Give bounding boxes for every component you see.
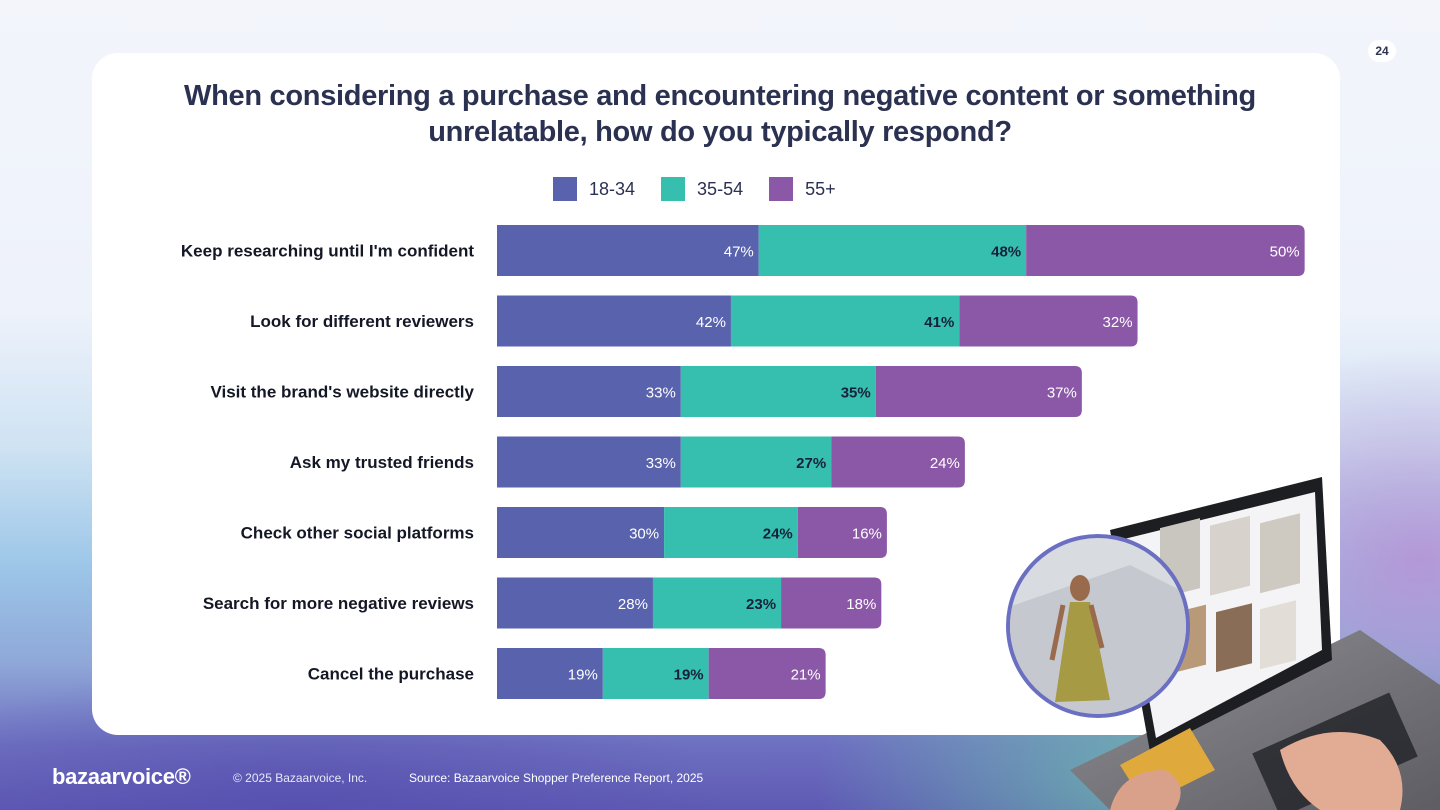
value-label-18-34-row-7: 19% [568, 667, 598, 684]
page-number: 24 [1368, 40, 1396, 62]
value-label-35-54-row-6: 23% [746, 596, 776, 613]
value-label-18-34-row-4: 33% [646, 455, 676, 472]
legend-label-18-34: 18-34 [589, 178, 636, 199]
chart-title: When considering a purchase and encounte… [0, 78, 1440, 150]
bar-segment-35-54-row-6 [652, 577, 782, 629]
value-label-55-plus-row-7: 21% [791, 667, 821, 684]
footer-copyright: © 2025 Bazaarvoice, Inc. [233, 771, 368, 785]
legend-swatch-35-54 [661, 177, 686, 201]
chart-legend: 18-34 35-54 55+ [553, 176, 862, 202]
bar-segment-35-54-row-4 [680, 436, 832, 488]
bar-segment-55-plus-row-7 [708, 648, 826, 699]
value-label-35-54-row-4: 27% [796, 455, 826, 472]
bar-segment-55-plus-row-5 [797, 507, 887, 558]
chart-title-line-2: unrelatable, how do you typically respon… [428, 116, 1012, 148]
chart-title-line-1: When considering a purchase and encounte… [184, 80, 1256, 112]
bar-segment-35-54-row-5 [664, 507, 798, 558]
bar-segment-55-plus-row-3 [875, 366, 1082, 417]
value-label-55-plus-row-6: 18% [846, 596, 876, 613]
bar-segment-18-34-row-5 [497, 507, 665, 558]
value-label-55-plus-row-5: 16% [852, 526, 882, 543]
value-label-35-54-row-2: 41% [924, 314, 954, 331]
legend-swatch-55-plus [769, 177, 794, 201]
value-label-35-54-row-3: 35% [841, 385, 871, 402]
laptop-shopping-photo: £143.10 [1006, 477, 1440, 810]
legend-label-55-plus: 55+ [805, 178, 836, 199]
value-label-55-plus-row-1: 50% [1270, 244, 1300, 261]
value-label-35-54-row-5: 24% [763, 526, 793, 543]
bar-segment-35-54-row-2 [730, 295, 960, 347]
value-label-55-plus-row-2: 32% [1103, 314, 1133, 331]
value-label-18-34-row-3: 33% [646, 385, 676, 402]
bar-segment-18-34-row-2 [497, 295, 731, 347]
bar-segment-18-34-row-6 [497, 577, 653, 629]
right-hand [1280, 732, 1403, 810]
legend-swatch-18-34 [553, 177, 577, 201]
value-label-55-plus-row-4: 24% [930, 455, 960, 472]
category-label-row-3: Visit the brand's website directly [210, 383, 474, 402]
category-label-row-2: Look for different reviewers [250, 312, 474, 331]
value-label-18-34-row-6: 28% [618, 596, 648, 613]
value-label-18-34-row-1: 47% [724, 244, 754, 261]
bar-segment-55-plus-row-2 [959, 295, 1138, 347]
legend-label-35-54: 35-54 [697, 178, 744, 199]
bar-segment-18-34-row-1 [497, 225, 759, 276]
bar-segment-55-plus-row-6 [781, 577, 882, 629]
category-label-row-4: Ask my trusted friends [290, 453, 474, 472]
bazaarvoice-logo: bazaarvoice® [52, 764, 191, 789]
footer-source: Source: Bazaarvoice Shopper Preference R… [409, 771, 704, 785]
bar-segment-35-54-row-1 [758, 225, 1027, 276]
left-hand [1110, 770, 1181, 810]
value-label-18-34-row-5: 30% [629, 526, 659, 543]
value-label-55-plus-row-3: 37% [1047, 385, 1077, 402]
category-label-row-7: Cancel the purchase [308, 665, 474, 684]
legend-item-18-34: 18-34 [553, 177, 635, 201]
bar-segment-55-plus-row-1 [1026, 225, 1305, 276]
bar-segment-18-34-row-4 [497, 436, 681, 488]
bar-segment-18-34-row-7 [497, 648, 603, 699]
bar-segment-35-54-row-3 [680, 366, 876, 417]
category-label-row-6: Search for more negative reviews [203, 594, 474, 613]
value-label-35-54-row-1: 48% [991, 244, 1021, 261]
bar-segment-35-54-row-7 [602, 648, 709, 699]
bar-segment-18-34-row-3 [497, 366, 681, 417]
legend-item-55-plus: 55+ [769, 177, 836, 201]
value-label-35-54-row-7: 19% [674, 667, 704, 684]
dress-photo: £143.10 [1010, 538, 1186, 714]
legend-item-35-54: 35-54 [661, 177, 743, 201]
category-label-row-1: Keep researching until I'm confident [181, 242, 474, 261]
bar-segment-55-plus-row-4 [831, 436, 965, 488]
category-label-row-5: Check other social platforms [241, 524, 474, 543]
value-label-18-34-row-2: 42% [696, 314, 726, 331]
